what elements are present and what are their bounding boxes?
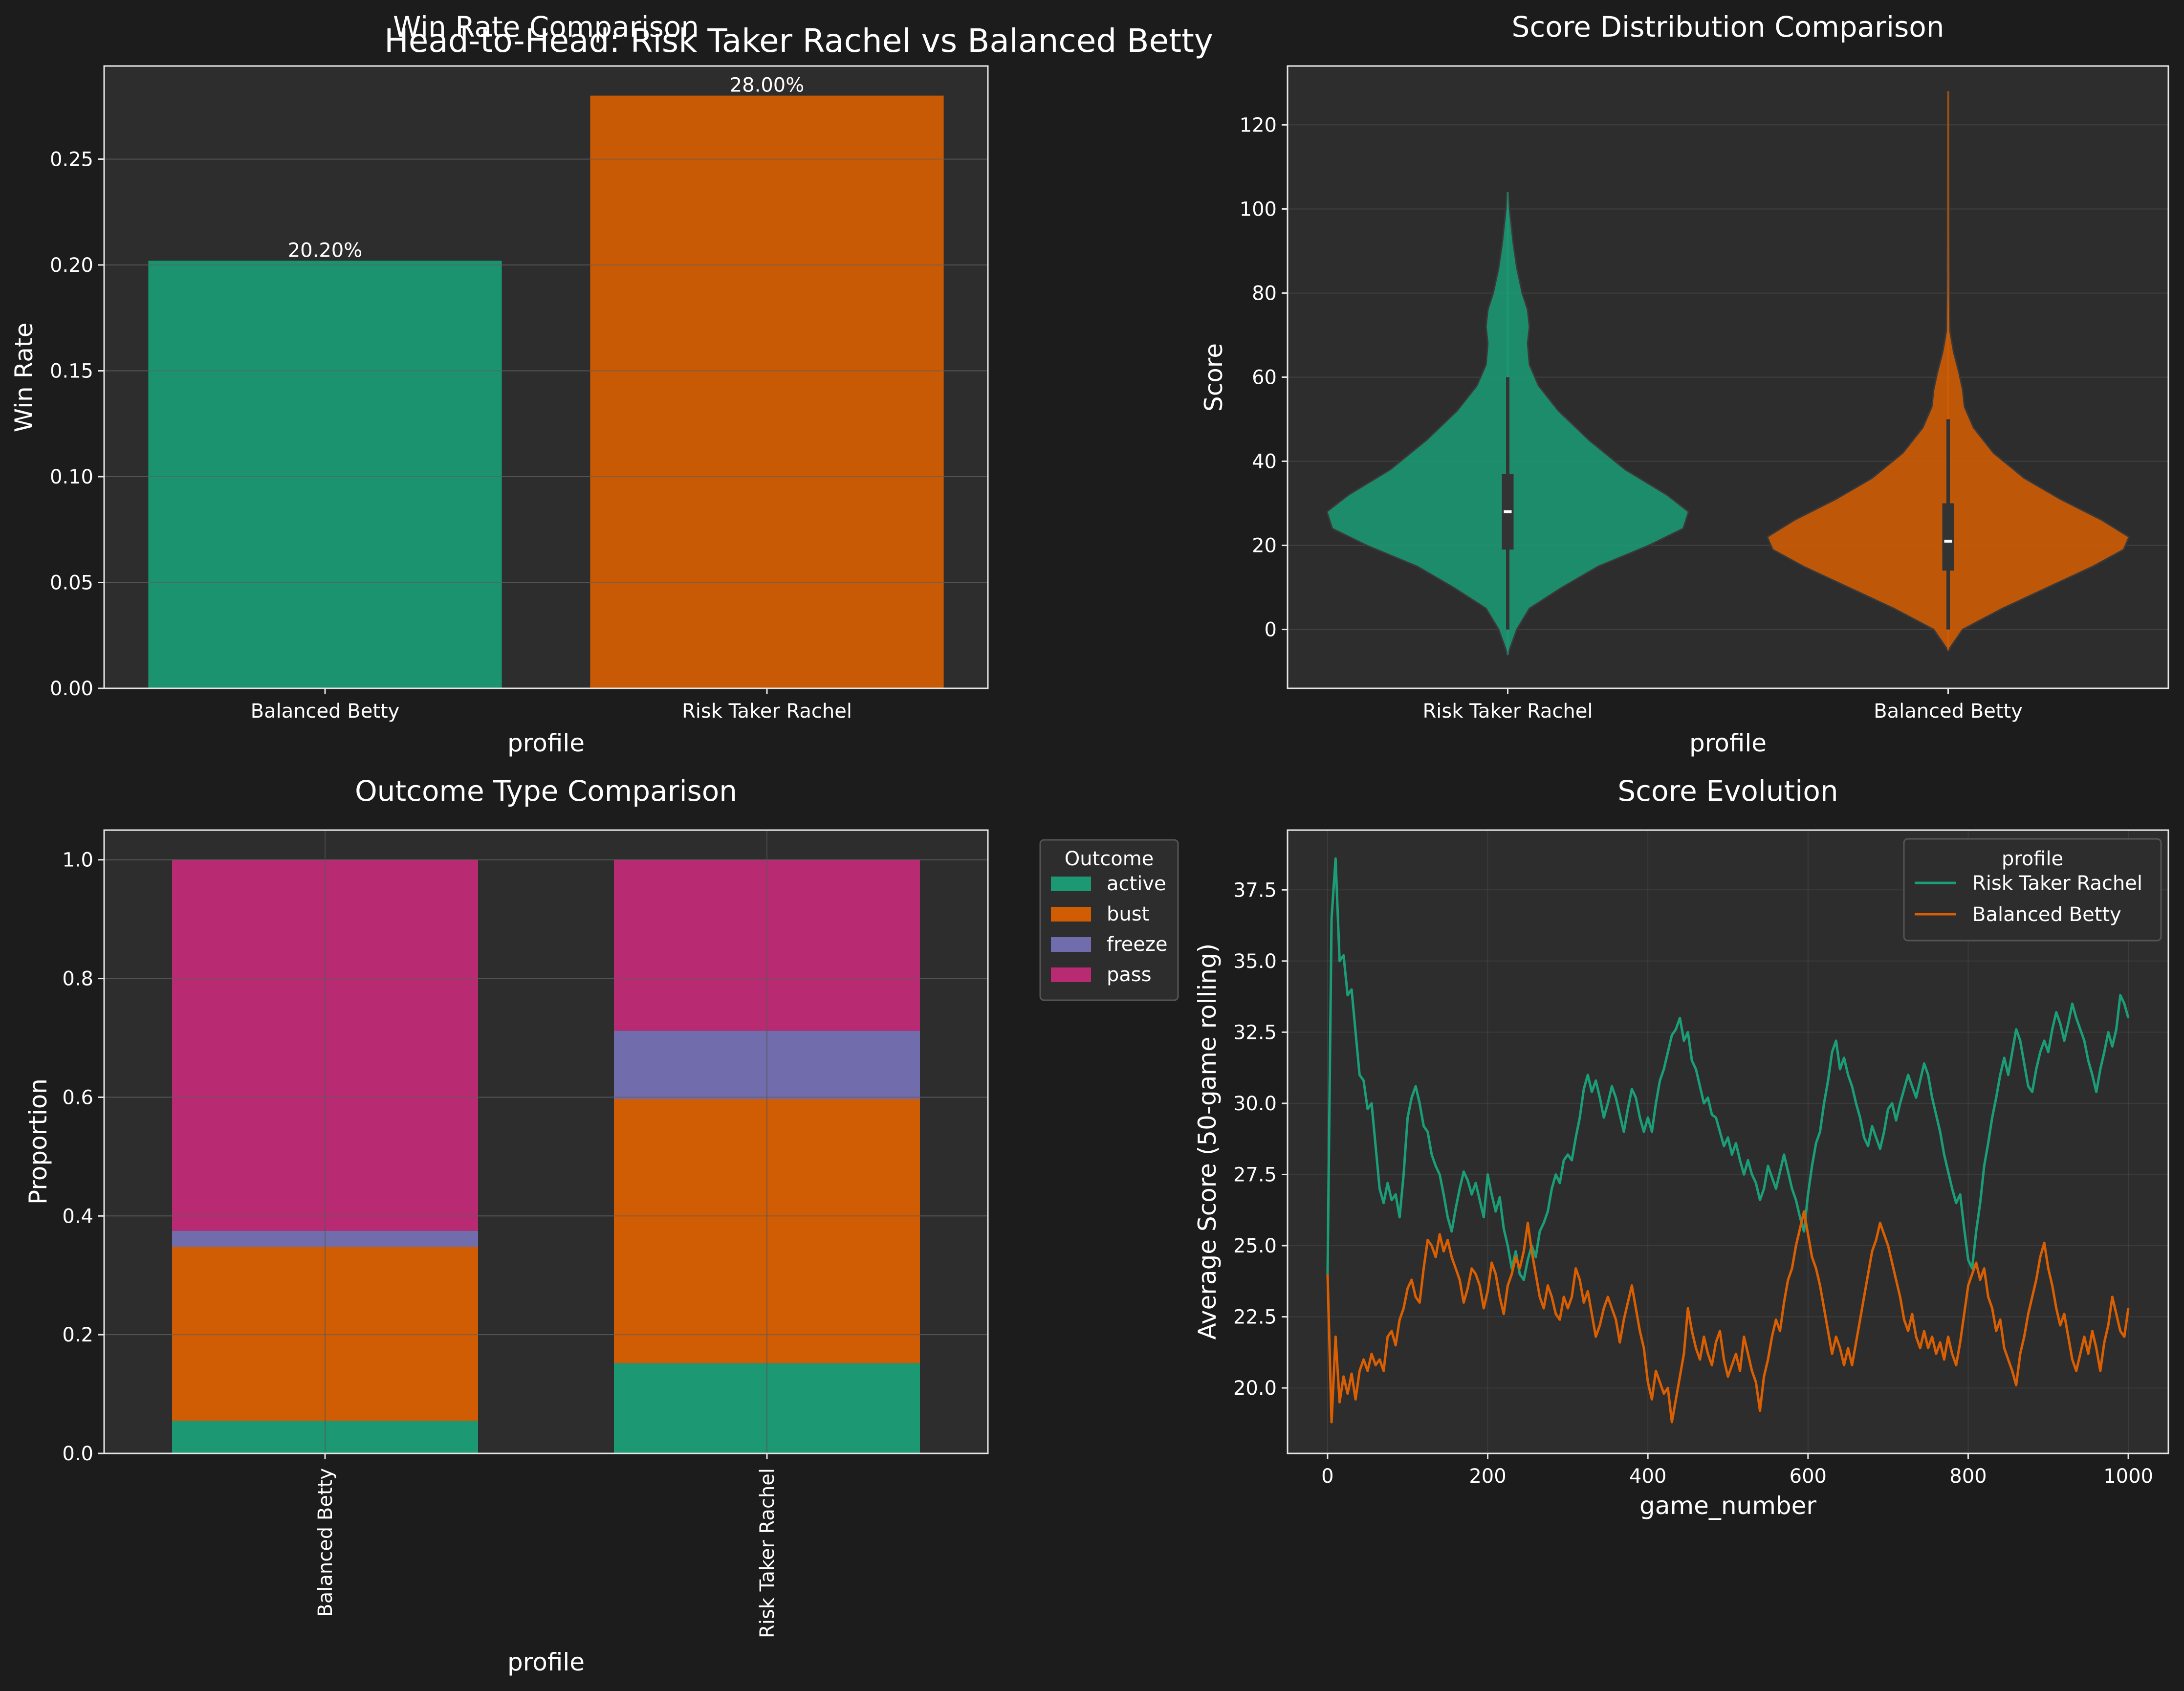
winrate-xtick-label: Balanced Betty bbox=[251, 700, 400, 723]
winrate-ytick-label: 0.15 bbox=[50, 360, 93, 383]
evolution-legend: profile Risk Taker Rachel Balanced Betty bbox=[1903, 838, 2162, 942]
violin-ytick-label: 0 bbox=[1265, 619, 1277, 641]
evolution-panel: 20.0 22.5 25.0 27.5 30.0 32.5 35.0 37.5 0 200 400 6… bbox=[1193, 774, 2169, 1520]
winrate-xlabel: profile bbox=[507, 729, 585, 757]
winrate-ytick-label: 0.10 bbox=[50, 466, 93, 488]
winrate-bar-label: 20.20% bbox=[288, 239, 363, 262]
outcomes-ytick-label: 0.0 bbox=[62, 1443, 93, 1465]
winrate-bar-label: 28.00% bbox=[730, 74, 805, 97]
violin-panel: 0 20 40 60 80 100 120 Risk Taker Rachel Balanced… bbox=[1200, 10, 2169, 757]
outcomes-legend-swatch bbox=[1051, 937, 1091, 952]
outcomes-ytick-label: 0.6 bbox=[62, 1086, 93, 1109]
winrate-ytick-label: 0.25 bbox=[50, 149, 93, 171]
outcomes-legend-title: Outcome bbox=[1065, 848, 1154, 870]
evolution-ytick-label: 20.0 bbox=[1233, 1377, 1277, 1400]
evolution-line-betty bbox=[1326, 1210, 2130, 1424]
winrate-xtick-label: Risk Taker Rachel bbox=[682, 700, 852, 723]
evolution-xlabel: game_number bbox=[1639, 1492, 1816, 1520]
outcomes-legend: Outcome active bust freeze pass bbox=[1039, 839, 1179, 1001]
evolution-ticks: 20.0 22.5 25.0 27.5 30.0 32.5 35.0 37.5 0 200 400 6… bbox=[1233, 879, 2153, 1488]
evolution-axes-frame bbox=[1287, 829, 2169, 1454]
outcomes-panel: 0.0 0.2 0.4 0.6 0.8 1.0 Balanced Betty Risk Tak… bbox=[24, 774, 1179, 1676]
outcomes-legend-label: pass bbox=[1107, 964, 1152, 986]
evolution-ytick-label: 35.0 bbox=[1233, 950, 1277, 973]
evolution-ytick-label: 27.5 bbox=[1233, 1164, 1277, 1186]
evolution-title: Score Evolution bbox=[1617, 774, 1838, 808]
outcomes-legend-swatch bbox=[1051, 907, 1091, 922]
evolution-ytick-label: 32.5 bbox=[1233, 1021, 1277, 1044]
outcomes-ytick-label: 0.2 bbox=[62, 1324, 93, 1346]
violin-ticks: 0 20 40 60 80 100 120 Risk Taker Rachel Balanced… bbox=[1240, 114, 2023, 723]
outcomes-legend-items: active bust freeze pass bbox=[1051, 873, 1167, 986]
outcomes-ytick-label: 0.8 bbox=[62, 968, 93, 990]
outcomes-xtick-label: Risk Taker Rachel bbox=[756, 1468, 779, 1638]
evolution-xtick-label: 400 bbox=[1629, 1465, 1666, 1488]
evolution-ytick-label: 37.5 bbox=[1233, 879, 1277, 901]
evolution-ytick-label: 30.0 bbox=[1233, 1093, 1277, 1115]
outcomes-title: Outcome Type Comparison bbox=[355, 774, 737, 808]
winrate-ylabel: Win Rate bbox=[10, 323, 38, 432]
evolution-xtick-label: 600 bbox=[1790, 1465, 1827, 1488]
violin-title: Score Distribution Comparison bbox=[1512, 10, 1944, 44]
winrate-bar bbox=[148, 261, 502, 688]
outcomes-legend-label: active bbox=[1107, 873, 1166, 895]
winrate-title: Win Rate Comparison bbox=[393, 10, 699, 44]
winrate-ytick-label: 0.20 bbox=[50, 254, 93, 277]
evolution-legend-title: profile bbox=[2002, 848, 2063, 870]
violin-axes-frame bbox=[1287, 65, 2169, 689]
evolution-ytick-label: 25.0 bbox=[1233, 1235, 1277, 1257]
outcomes-legend-swatch bbox=[1051, 877, 1091, 891]
violin-ytick-label: 20 bbox=[1252, 535, 1277, 557]
winrate-bars: 20.20% 28.00% bbox=[104, 74, 988, 689]
winrate-axes-frame bbox=[103, 65, 989, 689]
violin-xtick-label: Balanced Betty bbox=[1874, 700, 2023, 723]
violin-ytick-label: 100 bbox=[1240, 198, 1277, 220]
evolution-ylabel: Average Score (50-game rolling) bbox=[1193, 944, 1222, 1340]
outcomes-xtick-label: Balanced Betty bbox=[314, 1468, 337, 1617]
evolution-legend-label: Balanced Betty bbox=[1972, 903, 2121, 926]
outcomes-axes-frame bbox=[103, 829, 989, 1454]
outcomes-legend-label: bust bbox=[1107, 903, 1149, 925]
outcomes-ytick-label: 0.4 bbox=[62, 1205, 93, 1228]
violin-ylabel: Score bbox=[1200, 343, 1228, 412]
outcomes-ytick-label: 1.0 bbox=[62, 849, 93, 872]
violin-bodies bbox=[1326, 91, 2130, 657]
violin-ytick-label: 120 bbox=[1240, 114, 1277, 136]
outcomes-legend-swatch bbox=[1051, 967, 1091, 982]
evolution-legend-label: Risk Taker Rachel bbox=[1972, 872, 2142, 895]
winrate-ytick-label: 0.05 bbox=[50, 572, 93, 594]
violin-ytick-label: 40 bbox=[1252, 451, 1277, 473]
violin-xlabel: profile bbox=[1689, 729, 1767, 757]
winrate-ytick-label: 0.00 bbox=[50, 678, 93, 700]
outcomes-legend-label: freeze bbox=[1107, 933, 1167, 956]
winrate-panel: 20.20% 28.00% 0.00 0.05 0.10 0.15 0.20 0.25 Bal… bbox=[10, 10, 989, 757]
evolution-xtick-label: 200 bbox=[1469, 1465, 1506, 1488]
evolution-legend-items: Risk Taker Rachel Balanced Betty bbox=[1915, 872, 2142, 926]
violin-box bbox=[1942, 503, 1954, 571]
outcomes-ticks: 0.0 0.2 0.4 0.6 0.8 1.0 Balanced Betty Risk Tak… bbox=[62, 849, 779, 1638]
winrate-bar bbox=[590, 95, 944, 689]
outcomes-vgrid bbox=[325, 830, 767, 1453]
violin-xtick-label: Risk Taker Rachel bbox=[1423, 700, 1593, 723]
evolution-legend-box bbox=[1903, 838, 2162, 942]
violin-ytick-label: 80 bbox=[1252, 282, 1277, 305]
figure-suptitle: Head-to-Head: Risk Taker Rachel vs Balan… bbox=[384, 22, 1213, 60]
evolution-xtick-label: 1000 bbox=[2103, 1465, 2153, 1488]
outcomes-ylabel: Proportion bbox=[24, 1078, 52, 1205]
outcomes-xlabel: profile bbox=[507, 1648, 585, 1676]
evolution-xtick-label: 0 bbox=[1321, 1465, 1333, 1488]
winrate-ticks: 0.00 0.05 0.10 0.15 0.20 0.25 Balanced Betty Ri… bbox=[50, 149, 852, 723]
evolution-lines bbox=[1326, 857, 2130, 1424]
evolution-ytick-label: 22.5 bbox=[1233, 1306, 1277, 1329]
evolution-line-rachel bbox=[1326, 857, 2130, 1281]
evolution-xtick-label: 800 bbox=[1949, 1465, 1987, 1488]
violin-ytick-label: 60 bbox=[1252, 367, 1277, 389]
